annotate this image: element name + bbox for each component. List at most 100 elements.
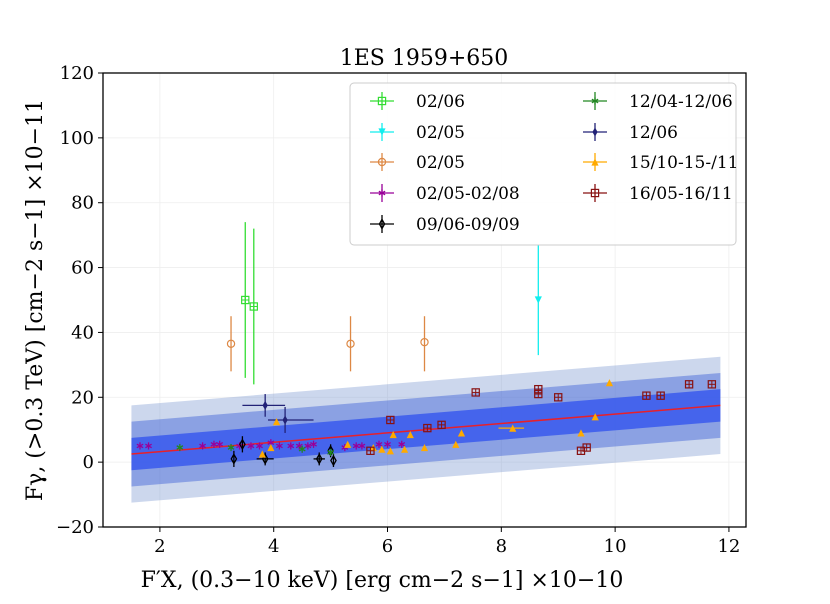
data-point: [346, 339, 355, 348]
legend-entry: 12/06: [583, 123, 678, 143]
fit-line-layer: [131, 404, 721, 455]
x-tick-label: 2: [154, 536, 165, 557]
legend-entry: 02/06: [370, 92, 465, 112]
legend-label: 15/10-15-/11: [629, 153, 738, 173]
data-point: [199, 442, 207, 450]
data-point: [210, 440, 218, 448]
data-point: [344, 440, 352, 448]
data-point: [330, 454, 337, 467]
marker-stroke: [327, 450, 335, 455]
legend-box: [349, 82, 737, 246]
data-point: [707, 380, 717, 389]
series-16/05-16/11: [366, 380, 717, 455]
marker-stroke: [304, 443, 312, 449]
legend-entry: 02/05: [370, 123, 465, 143]
marker-stroke: [398, 441, 406, 447]
data-point: [327, 448, 335, 457]
series-02/05: [226, 316, 429, 372]
x-axis-label-text: F′X, (0.3−10 keV) [erg cm−2 s−1] ×10−10: [141, 568, 624, 593]
data-point: [386, 415, 395, 425]
data-layer: [136, 222, 717, 468]
data-point: [452, 440, 460, 448]
data-point: [262, 400, 268, 410]
y-tick-label: 40: [71, 322, 94, 343]
legend-entry: 12/04-12/06: [583, 92, 733, 112]
data-point: [287, 442, 295, 450]
data-point: [375, 440, 383, 448]
y-tick-label: 0: [83, 452, 94, 473]
legend-marker: [590, 188, 600, 198]
legend-label: 02/06: [416, 92, 465, 112]
legend-entry: 09/06-09/09: [370, 215, 520, 235]
legend-label: 02/05: [416, 153, 465, 173]
marker-stroke: [236, 443, 244, 449]
marker-stroke: [378, 190, 386, 196]
fit-line: [131, 404, 721, 455]
data-point: [457, 429, 466, 437]
data-point: [656, 391, 665, 400]
legend-label: 02/05: [416, 123, 465, 143]
data-point: [239, 438, 246, 451]
data-point: [554, 393, 563, 402]
data-point: [315, 452, 323, 465]
x-tick-label: 8: [496, 536, 507, 557]
data-point: [591, 413, 599, 421]
data-point: [534, 389, 543, 399]
data-point: [295, 442, 303, 450]
axis-ticks: 2 4 6 8 10 12 −20 0 20 40 60 80 100 120: [56, 63, 740, 557]
y-tick-label: −20: [56, 517, 94, 538]
marker-stroke: [384, 441, 391, 447]
data-point: [226, 339, 236, 348]
data-point: [304, 442, 312, 450]
marker-stroke: [275, 443, 283, 449]
data-point: [230, 452, 238, 465]
legend-entry: 02/05: [370, 153, 465, 173]
data-point: [577, 429, 585, 437]
legend-label: 09/06-09/09: [416, 215, 520, 235]
legend-label: 16/05-16/11: [629, 184, 733, 204]
y-axis-label: Fγ, (>0.3 TeV) [cm−2 s−1] ×10−11: [23, 99, 48, 501]
y-axis-label-text: Fγ, (>0.3 TeV) [cm−2 s−1] ×10−11: [23, 99, 48, 501]
marker-stroke: [267, 440, 275, 446]
data-point: [420, 443, 429, 452]
data-point: [275, 442, 283, 450]
marker-stroke: [216, 441, 224, 447]
series-02/05-02/08: [136, 439, 406, 452]
marker-stroke: [591, 98, 599, 104]
data-point: [258, 450, 266, 458]
data-point: [378, 445, 386, 453]
data-point: [282, 415, 288, 425]
data-point: [389, 430, 397, 439]
data-point: [406, 430, 414, 439]
legend-label: 12/04-12/06: [629, 92, 733, 112]
x-tick-label: 10: [604, 536, 627, 557]
legend-marker: [378, 128, 386, 136]
data-point: [605, 379, 614, 387]
legend-label: 02/05-02/08: [416, 184, 520, 204]
marker-stroke: [136, 443, 144, 449]
data-point: [534, 296, 542, 304]
data-point: [298, 445, 306, 453]
data-point: [227, 443, 235, 452]
legend-marker: [591, 97, 599, 105]
x-tick-label: 6: [382, 536, 393, 557]
legend-entry: 16/05-16/11: [583, 184, 733, 204]
marker-stroke: [227, 445, 235, 450]
y-tick-label: 60: [71, 258, 94, 279]
data-point: [423, 423, 432, 433]
x-tick-label: 4: [268, 536, 279, 557]
legend: 02/06 02/05 02/05 02/05-02/08 09/06-09/09 12/…: [349, 82, 738, 246]
marker-stroke: [145, 443, 152, 449]
data-point: [398, 440, 406, 448]
data-point: [471, 388, 480, 397]
y-tick-label: 80: [71, 193, 94, 214]
series-12/04-12/06: [176, 443, 335, 457]
data-point: [366, 446, 375, 455]
data-point: [358, 442, 366, 450]
chart-title: 1ES 1959+650: [340, 46, 509, 71]
data-point: [352, 442, 360, 450]
data-point: [241, 295, 250, 305]
data-point: [267, 443, 275, 452]
marker-stroke: [199, 443, 207, 449]
